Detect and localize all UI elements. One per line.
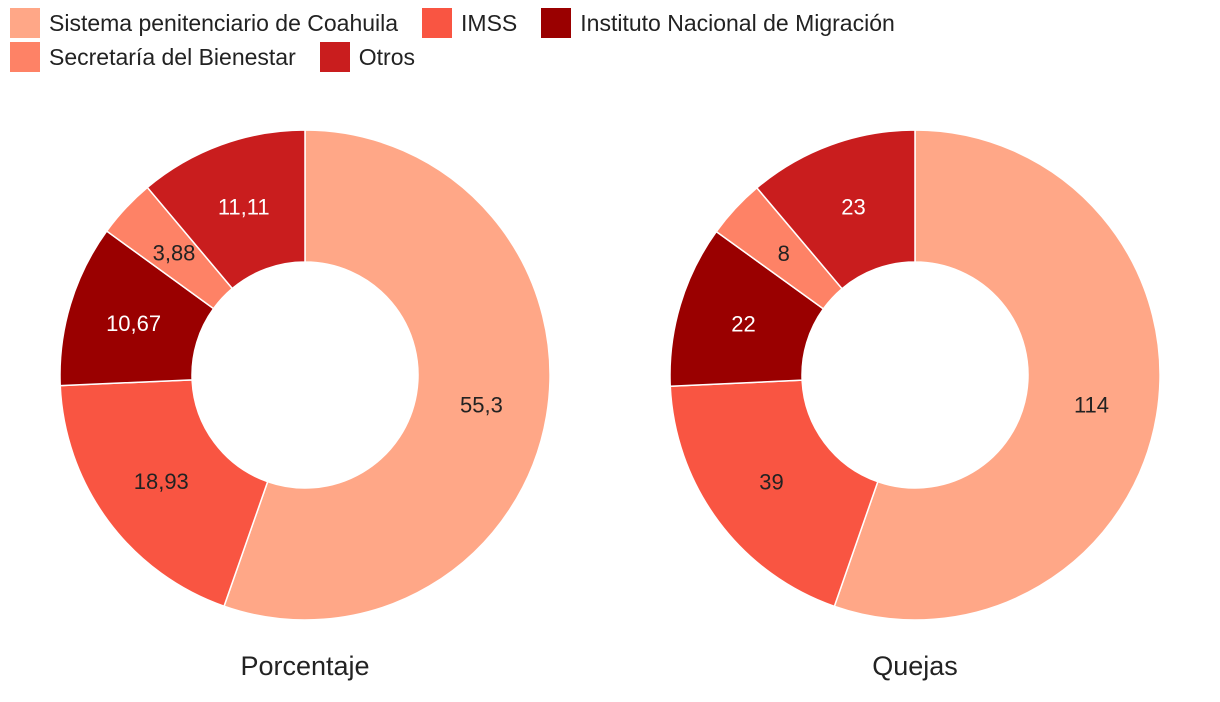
slice-label-3: 10,67 bbox=[106, 311, 161, 336]
slice-label-2: 18,93 bbox=[134, 469, 189, 494]
legend-item-bienestar: Secretaría del Bienestar bbox=[10, 42, 296, 72]
chart-title: Porcentaje bbox=[240, 651, 369, 681]
slice-label-3: 22 bbox=[731, 311, 755, 336]
legend-item-migracion: Instituto Nacional de Migración bbox=[541, 8, 895, 38]
legend-swatch bbox=[422, 8, 453, 38]
legend-label: Secretaría del Bienestar bbox=[49, 43, 296, 70]
legend-row-2: Secretaría del Bienestar Otros bbox=[10, 40, 1210, 74]
legend-swatch bbox=[10, 8, 40, 38]
legend-swatch bbox=[319, 42, 350, 72]
slice-label-1: 55,3 bbox=[460, 393, 503, 418]
slice-label-5: 11,11 bbox=[218, 194, 270, 219]
slice-label-4: 8 bbox=[778, 241, 790, 266]
slice-label-5: 23 bbox=[841, 194, 865, 219]
slice-2 bbox=[59, 379, 269, 608]
slice-label-2: 39 bbox=[759, 469, 783, 494]
chart-title: Quejas bbox=[872, 651, 958, 681]
legend-row-1: Sistema penitenciario de Coahuila IMSS I… bbox=[10, 6, 1210, 40]
donut-porcentaje: 55,3 18,93 10,67 3,88 11,11 Porcentaje bbox=[59, 129, 551, 681]
slice-label-4: 3,88 bbox=[153, 240, 196, 265]
slice-5 bbox=[146, 129, 306, 290]
legend-item-otros: Otros bbox=[319, 42, 415, 72]
donut-quejas: 114 39 22 8 23 Quejas bbox=[669, 129, 1161, 681]
legend-label: Sistema penitenciario de Coahuila bbox=[49, 9, 399, 36]
slice-label-1: 114 bbox=[1074, 392, 1109, 417]
legend-swatch bbox=[541, 8, 572, 38]
legend-swatch bbox=[10, 42, 40, 72]
legend-item-sistema-penitenciario: Sistema penitenciario de Coahuila bbox=[10, 8, 398, 38]
legend-item-imss: IMSS bbox=[422, 8, 517, 38]
legend-label: Instituto Nacional de Migración bbox=[580, 9, 895, 36]
legend-label: IMSS bbox=[461, 9, 518, 36]
legend-label: Otros bbox=[358, 43, 415, 70]
legend: Sistema penitenciario de Coahuila IMSS I… bbox=[10, 6, 1210, 74]
slice-2 bbox=[669, 379, 879, 608]
slice-5 bbox=[755, 129, 916, 290]
